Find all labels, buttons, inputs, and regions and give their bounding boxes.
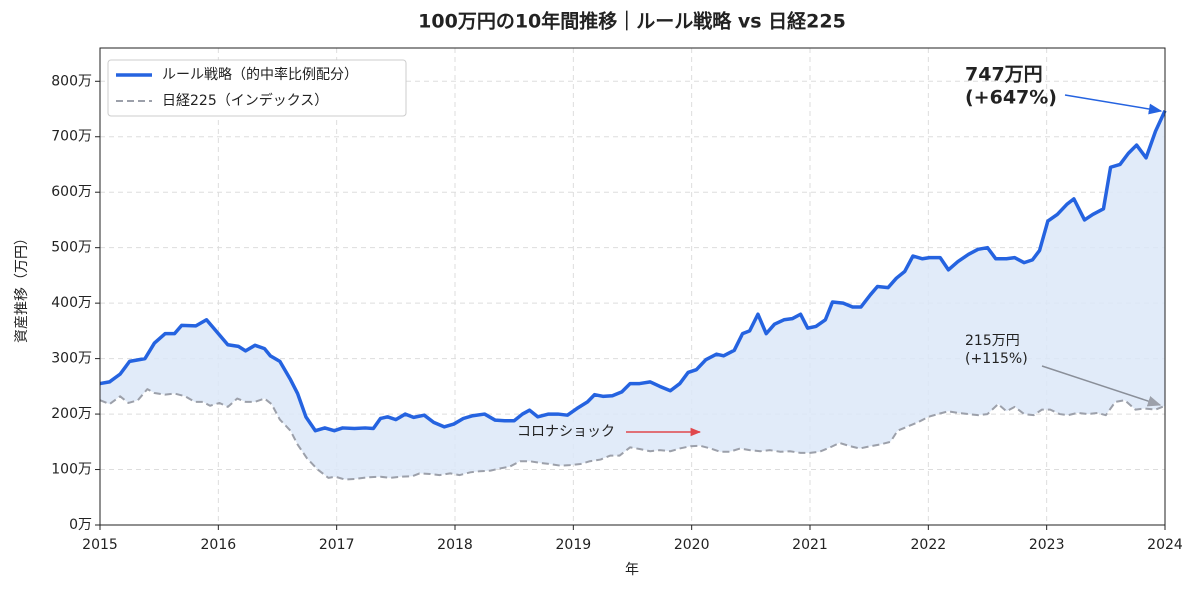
annotation: 215万円	[965, 333, 1020, 349]
y-tick-label: 700万	[51, 129, 92, 145]
series-line	[99, 388, 1166, 481]
x-tick-label: 2021	[792, 537, 828, 553]
x-tick-label: 2019	[556, 537, 592, 553]
chart-title: 100万円の10年間推移｜ルール戦略 vs 日経225	[418, 10, 846, 33]
x-tick-label: 2018	[437, 537, 473, 553]
x-axis-label: 年	[625, 562, 639, 578]
plot-frame	[99, 47, 1166, 526]
x-tick-label: 2022	[911, 537, 947, 553]
annotation: (+647%)	[965, 87, 1057, 109]
annotation: コロナショック	[517, 424, 615, 440]
legend-label: 日経225（インデックス）	[162, 92, 328, 109]
annotation-arrow	[1064, 94, 1163, 115]
y-tick-label: 500万	[51, 240, 92, 256]
legend-label: ルール戦略（的中率比例配分）	[162, 66, 358, 83]
y-tick-label: 300万	[51, 351, 92, 367]
annotation: (+115%)	[965, 351, 1028, 367]
x-tick-label: 2024	[1147, 537, 1183, 553]
x-tick-label: 2015	[82, 537, 118, 553]
x-tick-label: 2020	[674, 537, 710, 553]
y-tick-label: 600万	[51, 184, 92, 200]
x-tick-label: 2017	[319, 537, 355, 553]
y-tick-label: 100万	[51, 462, 92, 478]
y-tick-label: 0万	[69, 517, 92, 533]
legend: ルール戦略（的中率比例配分） 日経225（インデックス）	[107, 59, 407, 117]
x-tick-label: 2016	[201, 537, 237, 553]
y-tick-label: 400万	[51, 295, 92, 311]
y-tick-label: 800万	[51, 73, 92, 89]
gap-fill	[100, 110, 1165, 480]
legend-box	[107, 59, 407, 117]
y-axis-label: 資産推移（万円）	[14, 231, 30, 343]
series-line	[99, 109, 1167, 433]
annotation-arrow	[1041, 365, 1162, 407]
y-tick-label: 200万	[51, 406, 92, 422]
x-tick-label: 2023	[1029, 537, 1065, 553]
annotation: 747万円	[965, 64, 1043, 86]
